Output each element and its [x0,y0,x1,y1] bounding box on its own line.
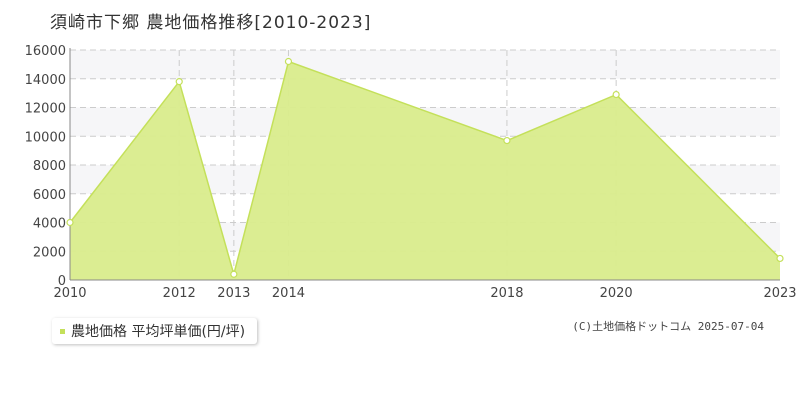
axis-layer [69,48,780,281]
data-point [612,90,620,99]
copyright: (C)土地価格ドットコム 2025-07-04 [572,320,764,333]
data-point [230,270,238,278]
x-tick-labels: 2010 2012 2013 2014 2018 2020 2023 [53,286,796,301]
legend: 農地価格 平均坪単価(円/坪) [52,318,258,344]
data-points [66,57,784,278]
y-tick-label: 10000 [25,130,66,145]
x-tick-label: 2023 [763,286,796,301]
y-tick-label: 16000 [25,44,66,59]
x-tick-label: 2020 [600,286,633,301]
y-tick-label: 8000 [33,159,66,174]
y-tick-labels: 0 2000 4000 6000 8000 10000 12000 14000 16000 [25,44,66,289]
x-tick-label: 2010 [53,286,86,301]
data-point [776,254,784,263]
y-tick-label: 4000 [33,217,66,232]
x-tick-label: 2013 [217,286,250,301]
y-tick-label: 12000 [25,102,66,117]
y-tick-label: 14000 [25,73,66,88]
x-tick-label: 2018 [490,286,523,301]
y-tick-label: 0 [58,274,66,289]
grid-band [70,50,780,79]
data-point [175,78,183,86]
series-area [70,61,780,280]
legend-swatch [60,328,65,334]
data-point [66,218,74,227]
x-tick-label: 2012 [163,286,196,301]
data-point [284,57,293,66]
y-tick-label: 2000 [33,245,66,260]
area-layer [69,60,781,280]
data-point [503,136,511,145]
legend-label: 農地価格 平均坪単価(円/坪) [71,324,246,340]
chart-title: 須崎市下郷 農地価格推移[2010-2023] [50,13,372,33]
y-tick-label: 6000 [33,188,66,203]
x-tick-label: 2014 [272,286,305,301]
